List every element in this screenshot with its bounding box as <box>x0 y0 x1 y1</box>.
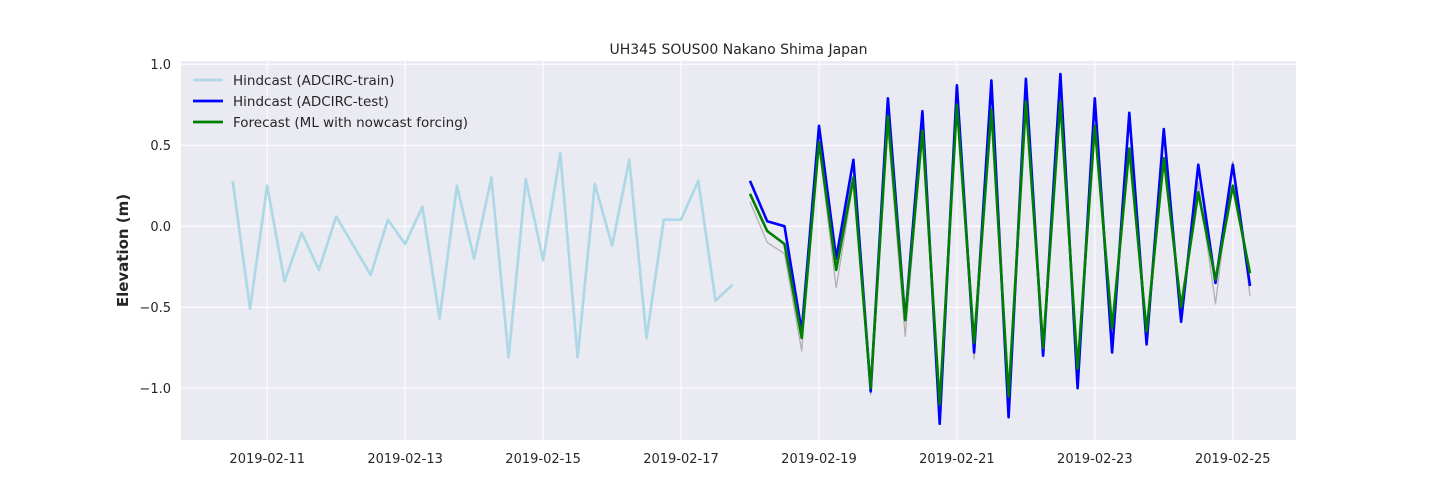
legend: Hindcast (ADCIRC-train) Hindcast (ADCIRC-… <box>193 73 468 131</box>
x-tick-label: 2019-02-19 <box>781 452 857 467</box>
y-tick-label: −0.5 <box>139 301 171 316</box>
x-tick-label: 2019-02-13 <box>367 452 443 467</box>
x-tick-label: 2019-02-11 <box>229 452 305 467</box>
legend-label-train: Hindcast (ADCIRC-train) <box>233 73 394 89</box>
x-tick-label: 2019-02-21 <box>919 452 995 467</box>
series-line-train <box>231 151 734 359</box>
series-line-forecast <box>748 100 1252 406</box>
tick-labels: 2019-02-11 2019-02-13 2019-02-15 2019-02-17… <box>139 58 1270 467</box>
legend-label-forecast: Forecast (ML with nowcast forcing) <box>233 115 468 131</box>
legend-label-test: Hindcast (ADCIRC-test) <box>233 94 389 110</box>
y-axis-label: Elevation (m) <box>114 194 132 307</box>
x-tick-label: 2019-02-15 <box>505 452 581 467</box>
series-group <box>231 72 1252 426</box>
y-tick-label: 0.0 <box>150 220 171 235</box>
y-tick-label: 0.5 <box>150 139 171 154</box>
x-tick-label: 2019-02-23 <box>1057 452 1133 467</box>
x-tick-label: 2019-02-25 <box>1195 452 1271 467</box>
chart-title: UH345 SOUS00 Nakano Shima Japan <box>610 42 868 58</box>
y-tick-label: 1.0 <box>150 58 171 73</box>
plot-area <box>181 61 1296 440</box>
x-tick-label: 2019-02-17 <box>643 452 719 467</box>
y-tick-label: −1.0 <box>139 382 171 397</box>
